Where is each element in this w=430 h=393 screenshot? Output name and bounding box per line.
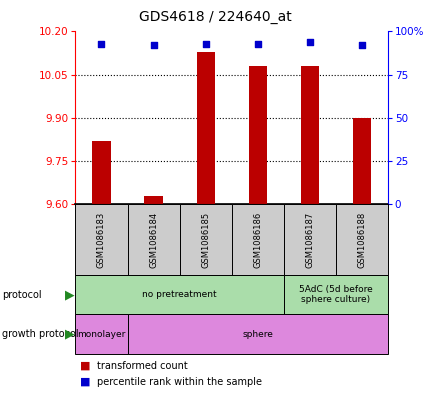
Text: protocol: protocol xyxy=(2,290,42,300)
Bar xyxy=(196,51,214,204)
Bar xyxy=(352,118,370,204)
Bar xyxy=(231,204,283,275)
Text: percentile rank within the sample: percentile rank within the sample xyxy=(97,377,261,387)
Text: ■: ■ xyxy=(80,377,90,387)
Text: no pretreatment: no pretreatment xyxy=(142,290,216,299)
Point xyxy=(98,40,104,47)
Bar xyxy=(283,204,335,275)
Text: transformed count: transformed count xyxy=(97,361,187,371)
Bar xyxy=(127,314,387,354)
Point xyxy=(150,42,157,48)
Text: ▶: ▶ xyxy=(64,327,74,341)
Bar xyxy=(92,141,111,204)
Bar xyxy=(248,66,266,204)
Bar xyxy=(144,196,162,204)
Text: sphere: sphere xyxy=(242,330,273,338)
Bar xyxy=(300,66,318,204)
Bar xyxy=(75,275,283,314)
Text: GSM1086185: GSM1086185 xyxy=(201,212,210,268)
Text: ▶: ▶ xyxy=(64,288,74,301)
Text: GSM1086183: GSM1086183 xyxy=(97,211,106,268)
Text: GSM1086184: GSM1086184 xyxy=(149,212,158,268)
Text: GDS4618 / 224640_at: GDS4618 / 224640_at xyxy=(139,10,291,24)
Point xyxy=(254,40,261,47)
Text: ■: ■ xyxy=(80,361,90,371)
Text: monolayer: monolayer xyxy=(77,330,126,338)
Point xyxy=(306,39,313,45)
Bar xyxy=(75,314,127,354)
Text: 5AdC (5d before
sphere culture): 5AdC (5d before sphere culture) xyxy=(298,285,372,305)
Bar xyxy=(75,204,127,275)
Bar xyxy=(127,204,179,275)
Text: GSM1086186: GSM1086186 xyxy=(252,211,261,268)
Point xyxy=(202,40,209,47)
Text: GSM1086187: GSM1086187 xyxy=(304,211,313,268)
Bar xyxy=(179,204,231,275)
Text: growth protocol: growth protocol xyxy=(2,329,79,339)
Bar xyxy=(283,275,387,314)
Point xyxy=(358,42,365,48)
Text: GSM1086188: GSM1086188 xyxy=(356,211,366,268)
Bar xyxy=(335,204,387,275)
